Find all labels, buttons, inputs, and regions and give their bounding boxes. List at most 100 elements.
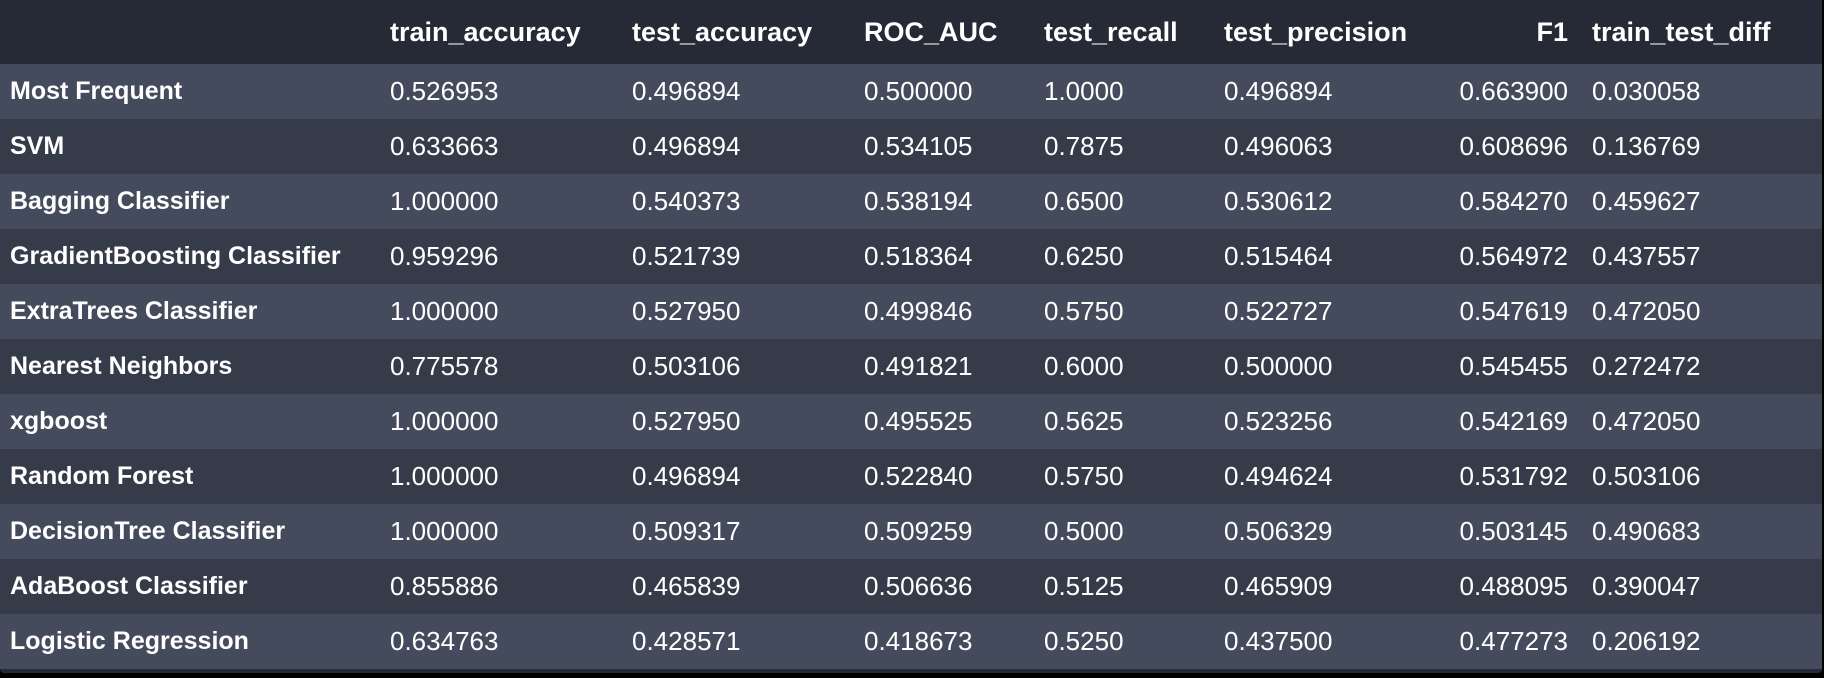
test-recall-cell: 0.6000 bbox=[1044, 351, 1124, 381]
f1-cell: 0.503145 bbox=[1459, 516, 1568, 546]
test-recall-cell: 0.5750 bbox=[1044, 461, 1124, 491]
test-recall-cell: 0.7875 bbox=[1044, 131, 1124, 161]
roc-auc-cell: 0.499846 bbox=[864, 296, 973, 326]
table-row: Bagging Classifier 1.000000 0.540373 0.5381… bbox=[0, 174, 1822, 229]
column-header-f1: F1 bbox=[1536, 16, 1568, 47]
roc-auc-cell: 0.518364 bbox=[864, 241, 973, 271]
f1-cell: 0.488095 bbox=[1459, 571, 1568, 601]
test-accuracy-cell: 0.503106 bbox=[632, 351, 741, 381]
test-recall-cell: 0.5125 bbox=[1044, 571, 1124, 601]
roc-auc-cell: 0.509259 bbox=[864, 516, 973, 546]
table-row: ExtraTrees Classifier 1.000000 0.527950 0.4… bbox=[0, 284, 1822, 339]
index-header bbox=[0, 0, 380, 64]
roc-auc-cell: 0.418673 bbox=[864, 626, 973, 656]
test-accuracy-cell: 0.428571 bbox=[632, 626, 741, 656]
train-test-diff-cell: 0.437557 bbox=[1592, 241, 1701, 271]
train-accuracy-cell: 1.000000 bbox=[390, 296, 499, 326]
column-header-train-accuracy: train_accuracy bbox=[390, 16, 581, 47]
test-accuracy-cell: 0.465839 bbox=[632, 571, 741, 601]
test-accuracy-cell: 0.521739 bbox=[632, 241, 741, 271]
table-row: AdaBoost Classifier 0.855886 0.465839 0.506… bbox=[0, 559, 1822, 614]
test-accuracy-cell: 0.509317 bbox=[632, 516, 741, 546]
row-label: Nearest Neighbors bbox=[10, 352, 233, 380]
row-label: DecisionTree Classifier bbox=[10, 517, 286, 545]
train-accuracy-cell: 1.000000 bbox=[390, 516, 499, 546]
table-row: Logistic Regression 0.634763 0.428571 0.418… bbox=[0, 614, 1822, 669]
table-body: Most Frequent 0.526953 0.496894 0.500000 1.0… bbox=[0, 64, 1822, 669]
test-recall-cell: 0.5625 bbox=[1044, 406, 1124, 436]
row-label: GradientBoosting Classifier bbox=[10, 242, 341, 270]
f1-cell: 0.564972 bbox=[1459, 241, 1568, 271]
column-header-train-test-diff: train_test_diff bbox=[1592, 16, 1771, 47]
train-test-diff-cell: 0.030058 bbox=[1592, 76, 1701, 106]
table-row: Random Forest 1.000000 0.496894 0.522840 0.5… bbox=[0, 449, 1822, 504]
test-recall-cell: 0.5000 bbox=[1044, 516, 1124, 546]
table-row: Nearest Neighbors 0.775578 0.503106 0.49182… bbox=[0, 339, 1822, 394]
test-precision-cell: 0.494624 bbox=[1224, 461, 1333, 491]
test-recall-cell: 0.5250 bbox=[1044, 626, 1124, 656]
f1-cell: 0.547619 bbox=[1459, 296, 1568, 326]
test-precision-cell: 0.506329 bbox=[1224, 516, 1333, 546]
train-test-diff-cell: 0.472050 bbox=[1592, 406, 1701, 436]
column-header-roc-auc: ROC_AUC bbox=[864, 16, 998, 47]
roc-auc-cell: 0.534105 bbox=[864, 131, 973, 161]
roc-auc-cell: 0.495525 bbox=[864, 406, 973, 436]
test-precision-cell: 0.500000 bbox=[1224, 351, 1333, 381]
row-label: AdaBoost Classifier bbox=[10, 572, 248, 600]
test-precision-cell: 0.437500 bbox=[1224, 626, 1333, 656]
roc-auc-cell: 0.491821 bbox=[864, 351, 973, 381]
row-label: xgboost bbox=[10, 407, 108, 435]
table-row: xgboost 1.000000 0.527950 0.495525 0.5625 0.5… bbox=[0, 394, 1822, 449]
f1-cell: 0.608696 bbox=[1459, 131, 1568, 161]
row-label: SVM bbox=[10, 132, 65, 160]
f1-cell: 0.663900 bbox=[1459, 76, 1568, 106]
column-header-test-precision: test_precision bbox=[1224, 16, 1408, 47]
table-row: SVM 0.633663 0.496894 0.534105 0.7875 0.49606… bbox=[0, 119, 1822, 174]
test-accuracy-cell: 0.496894 bbox=[632, 131, 741, 161]
train-accuracy-cell: 1.000000 bbox=[390, 461, 499, 491]
f1-cell: 0.477273 bbox=[1459, 626, 1568, 656]
row-label: Logistic Regression bbox=[10, 627, 249, 655]
table-row: DecisionTree Classifier 1.000000 0.509317 0… bbox=[0, 504, 1822, 559]
test-recall-cell: 0.6500 bbox=[1044, 186, 1124, 216]
row-label: Random Forest bbox=[10, 462, 194, 490]
table-row: GradientBoosting Classifier 0.959296 0.521… bbox=[0, 229, 1822, 284]
test-accuracy-cell: 0.540373 bbox=[632, 186, 741, 216]
train-accuracy-cell: 0.959296 bbox=[390, 241, 499, 271]
train-test-diff-cell: 0.390047 bbox=[1592, 571, 1701, 601]
test-accuracy-cell: 0.496894 bbox=[632, 461, 741, 491]
test-recall-cell: 1.0000 bbox=[1044, 76, 1124, 106]
column-header-test-recall: test_recall bbox=[1044, 16, 1178, 47]
test-recall-cell: 0.5750 bbox=[1044, 296, 1124, 326]
column-header-test-accuracy: test_accuracy bbox=[632, 16, 813, 47]
f1-cell: 0.584270 bbox=[1459, 186, 1568, 216]
train-test-diff-cell: 0.503106 bbox=[1592, 461, 1701, 491]
roc-auc-cell: 0.506636 bbox=[864, 571, 973, 601]
test-precision-cell: 0.523256 bbox=[1224, 406, 1333, 436]
test-accuracy-cell: 0.527950 bbox=[632, 406, 741, 436]
row-label: ExtraTrees Classifier bbox=[10, 297, 258, 325]
train-accuracy-cell: 1.000000 bbox=[390, 186, 499, 216]
train-test-diff-cell: 0.272472 bbox=[1592, 351, 1701, 381]
train-accuracy-cell: 1.000000 bbox=[390, 406, 499, 436]
train-accuracy-cell: 0.634763 bbox=[390, 626, 499, 656]
test-precision-cell: 0.522727 bbox=[1224, 296, 1333, 326]
train-accuracy-cell: 0.855886 bbox=[390, 571, 499, 601]
train-accuracy-cell: 0.526953 bbox=[390, 76, 499, 106]
test-precision-cell: 0.530612 bbox=[1224, 186, 1333, 216]
roc-auc-cell: 0.500000 bbox=[864, 76, 973, 106]
roc-auc-cell: 0.522840 bbox=[864, 461, 973, 491]
train-test-diff-cell: 0.459627 bbox=[1592, 186, 1701, 216]
table-row: Most Frequent 0.526953 0.496894 0.500000 1.0… bbox=[0, 64, 1822, 119]
roc-auc-cell: 0.538194 bbox=[864, 186, 973, 216]
test-precision-cell: 0.465909 bbox=[1224, 571, 1333, 601]
train-test-diff-cell: 0.472050 bbox=[1592, 296, 1701, 326]
table-header: train_accuracy test_accuracy ROC_AUC tes… bbox=[0, 0, 1822, 64]
f1-cell: 0.542169 bbox=[1459, 406, 1568, 436]
train-test-diff-cell: 0.136769 bbox=[1592, 131, 1701, 161]
test-accuracy-cell: 0.527950 bbox=[632, 296, 741, 326]
train-accuracy-cell: 0.633663 bbox=[390, 131, 499, 161]
f1-cell: 0.531792 bbox=[1459, 461, 1568, 491]
